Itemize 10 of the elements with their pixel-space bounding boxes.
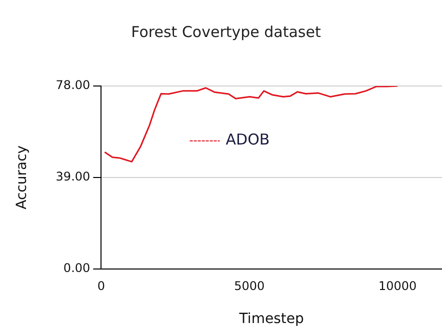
x-tick-label: 5000: [234, 279, 265, 294]
chart-title: Forest Covertype dataset: [131, 22, 321, 41]
x-tick-label: 0: [97, 279, 105, 294]
y-tick-label: 78.00: [56, 78, 90, 92]
x-tick-label: 10000: [378, 279, 417, 294]
y-tick-label: 39.00: [56, 170, 90, 184]
x-axis-title: Timestep: [238, 311, 304, 328]
y-tick-label: 0.00: [63, 260, 90, 275]
legend-label: ADOB: [226, 130, 270, 149]
y-axis-title: Accuracy: [14, 145, 30, 210]
